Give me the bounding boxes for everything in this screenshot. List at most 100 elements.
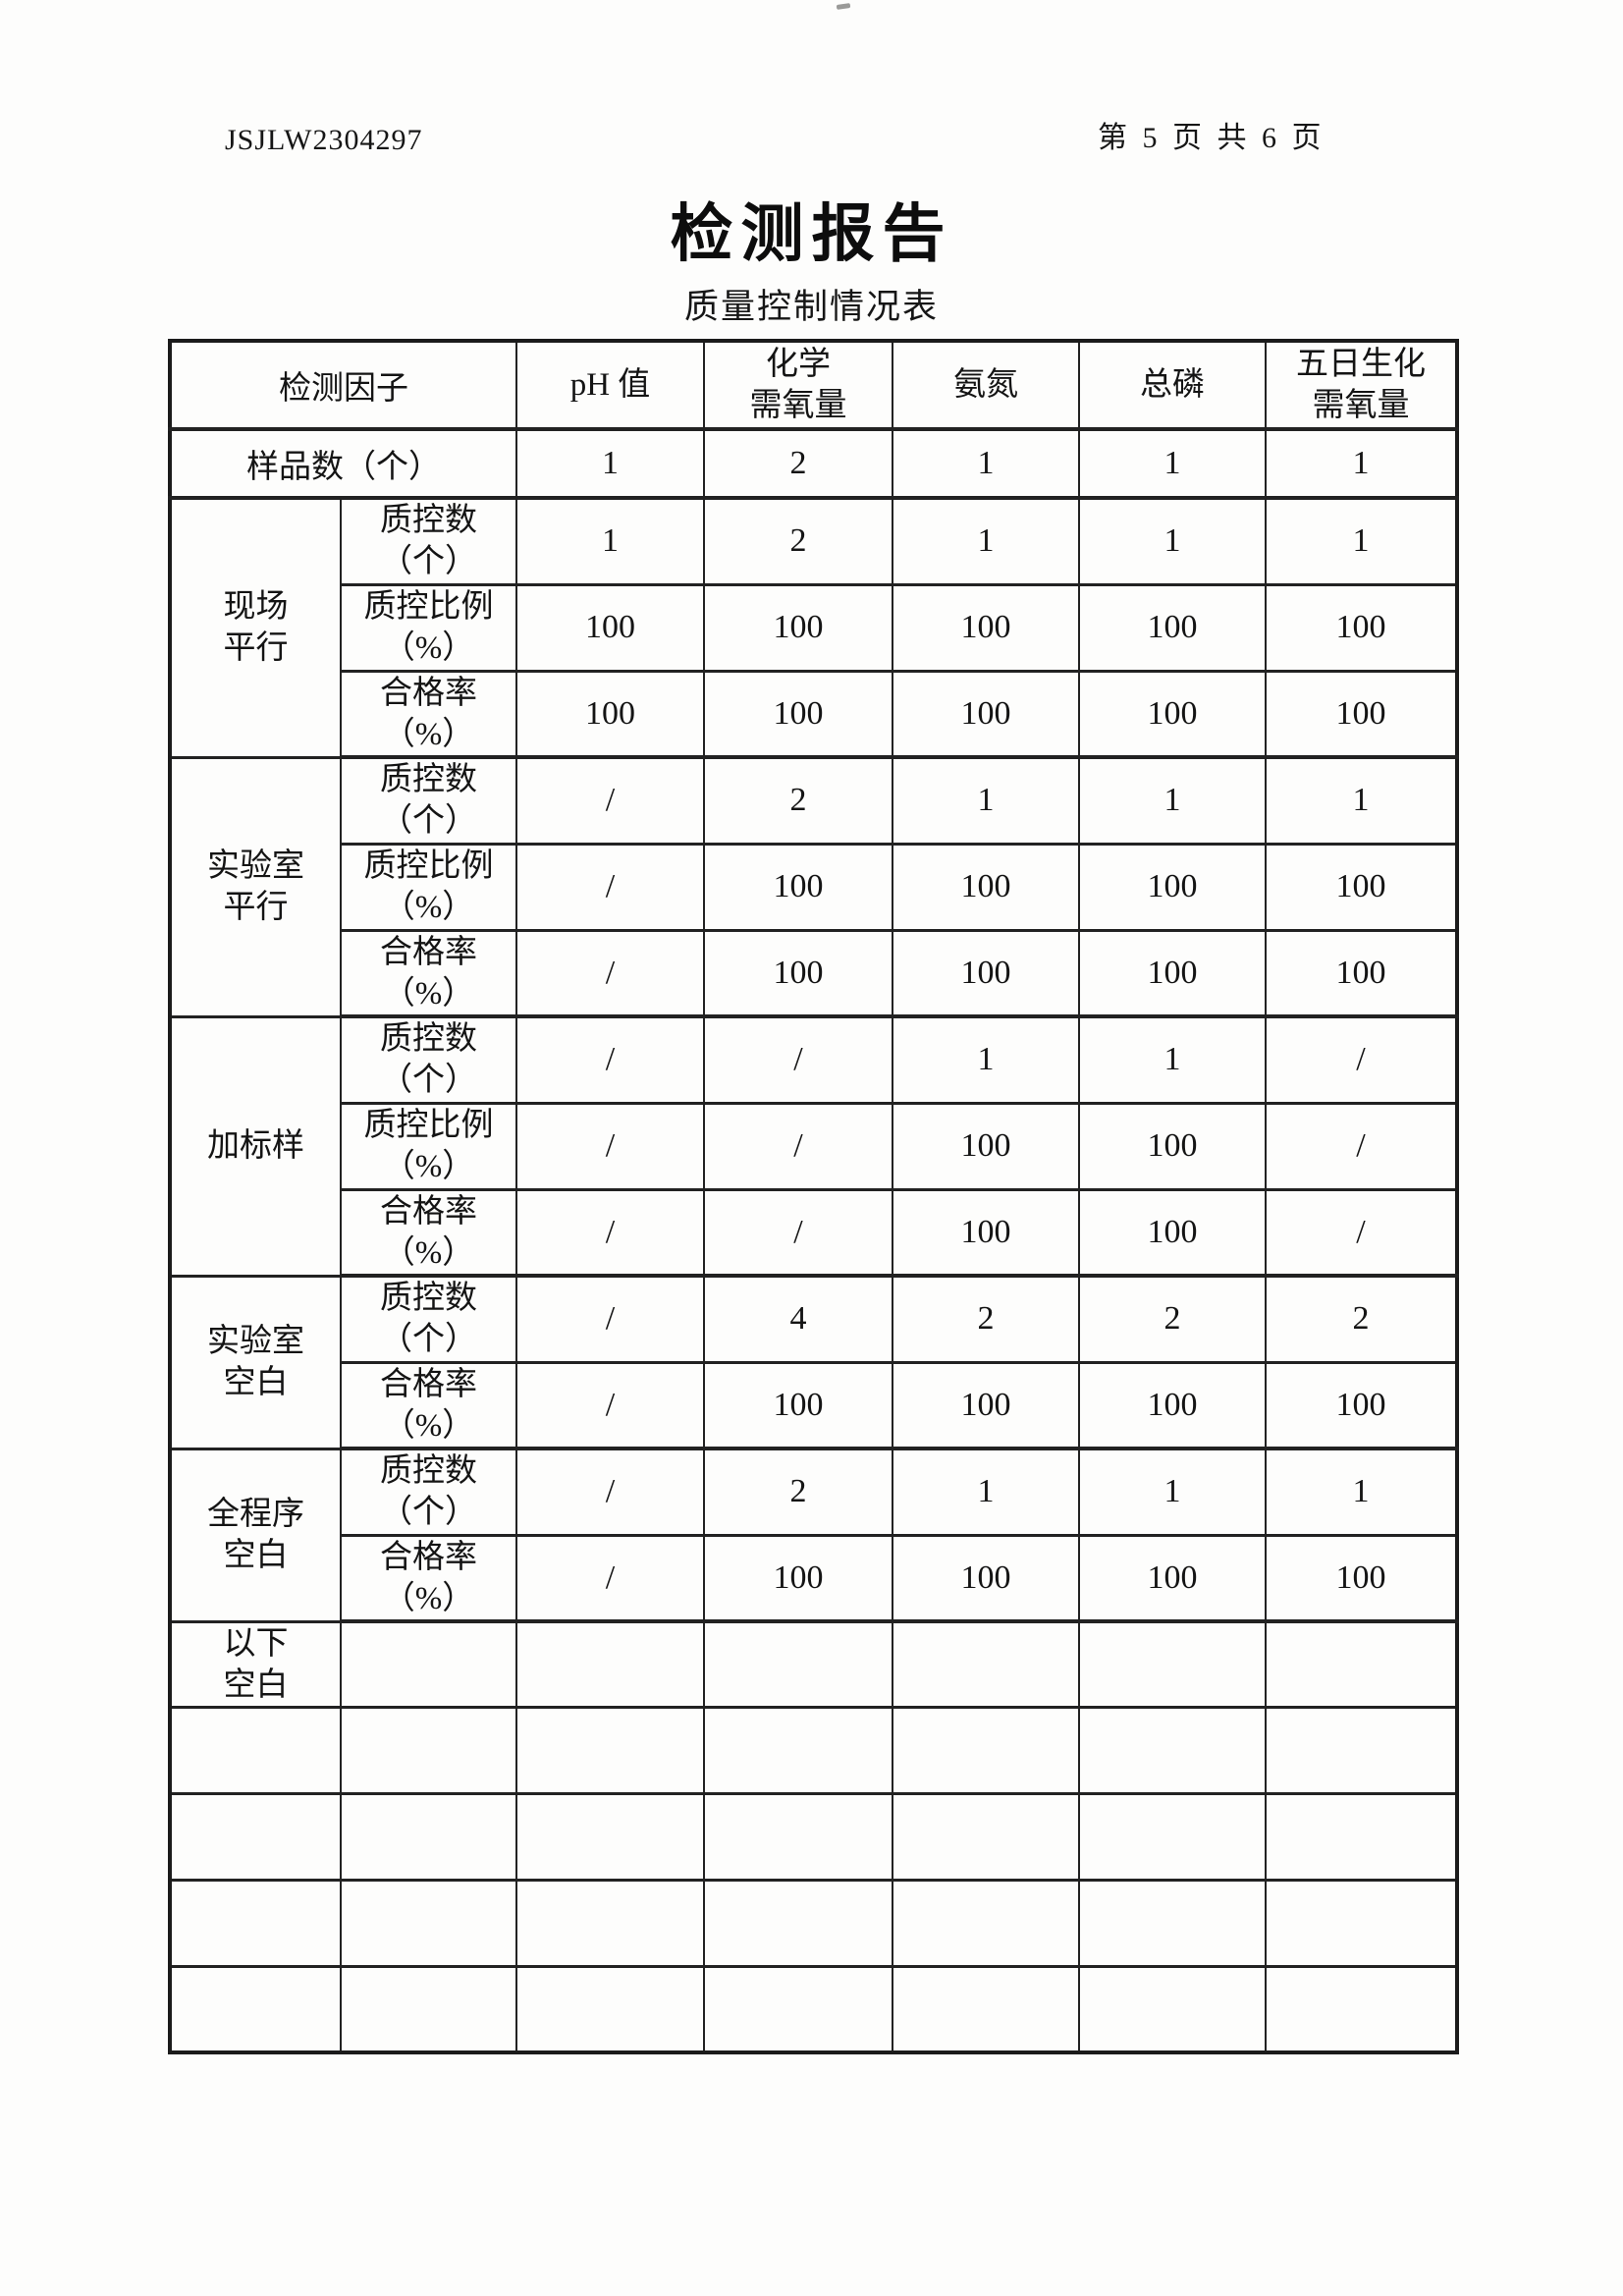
empty-cell: [1265, 1878, 1458, 1968]
data-cell: 100: [1078, 1360, 1267, 1450]
data-cell: 100: [703, 582, 893, 673]
table-row: 实验室 平行 质控数 （个） / 2 1 1 1: [169, 755, 1458, 1018]
group-label-line: 现场: [223, 589, 289, 626]
data-cell: /: [703, 1101, 893, 1191]
col-header-bod5-line1: 五日生化: [1296, 346, 1426, 382]
data-cell: /: [703, 1187, 893, 1278]
data-cell: 2: [703, 755, 893, 846]
data-cell: 1: [515, 496, 705, 586]
group-label-lab-blank: 实验室 空白: [169, 1274, 342, 1450]
empty-cell: [892, 1878, 1080, 1968]
empty-cell: [1265, 1791, 1458, 1882]
data-cell: /: [515, 1447, 705, 1537]
data-cell: 100: [1265, 669, 1458, 759]
table-row: 合格率 （%） / 100 100 100 100: [170, 928, 1458, 1018]
data-cell: 1: [892, 1014, 1080, 1105]
data-cell: 100: [1265, 1360, 1458, 1450]
empty-row: [169, 1791, 1458, 1882]
empty-cell: [892, 1705, 1080, 1795]
row-label: 质控数 （个）: [340, 496, 517, 586]
data-cell: 1: [1078, 427, 1267, 500]
page-indicator: 第 5 页 共 6 页: [1098, 122, 1325, 154]
row-label: 质控比例 （%）: [340, 1101, 517, 1191]
table-row: 合格率 （%） / 100 100 100 100: [170, 1360, 1458, 1450]
data-cell: 1: [1078, 755, 1267, 846]
row-label-line: （%）: [382, 716, 475, 752]
row-label-line: 质控数: [380, 1281, 477, 1317]
empty-cell: [892, 1964, 1080, 2054]
col-header-cod: 化学 需氧量: [703, 339, 893, 431]
report-number: JSJLW2304297: [225, 124, 423, 156]
row-label-line: （%）: [382, 1580, 475, 1616]
row-label-line: （个）: [380, 1322, 477, 1358]
empty-cell: [1265, 1964, 1458, 2054]
data-cell: /: [515, 755, 705, 846]
data-cell: 100: [892, 582, 1080, 673]
below-blank-line: 以下: [223, 1625, 289, 1662]
data-cell: 4: [703, 1274, 893, 1364]
table-row: 合格率 （%） 100 100 100 100 100: [170, 669, 1458, 759]
row-label-line: （%）: [382, 630, 475, 666]
empty-row: [169, 1964, 1458, 2054]
data-cell: /: [515, 1274, 705, 1364]
row-label-line: 合格率: [380, 934, 477, 970]
col-header-tp: 总磷: [1078, 339, 1267, 431]
empty-cell: [340, 1619, 517, 1709]
col-header-cod-line1: 化学: [766, 346, 831, 382]
data-cell: 100: [703, 1360, 893, 1450]
empty-cell: [1078, 1791, 1267, 1882]
data-cell: 100: [892, 1533, 1080, 1623]
group-label-line: 实验室: [207, 847, 304, 884]
data-cell: /: [515, 1014, 705, 1105]
empty-cell: [169, 1964, 342, 2054]
col-header-ph: pH 值: [515, 339, 705, 431]
empty-cell: [1078, 1878, 1267, 1968]
data-cell: 1: [892, 755, 1080, 846]
data-cell: 100: [1265, 1533, 1458, 1623]
group-label-field-parallel: 现场 平行: [169, 496, 342, 759]
empty-cell: [340, 1878, 517, 1968]
table-row: 合格率 （%） / 100 100 100 100: [170, 1533, 1458, 1623]
data-cell: 100: [892, 669, 1080, 759]
data-cell: 1: [892, 496, 1080, 586]
empty-cell: [1078, 1964, 1267, 2054]
data-cell: 100: [703, 669, 893, 759]
data-cell: 1: [1265, 496, 1458, 586]
row-label-line: 质控比例: [363, 588, 494, 625]
group-label-line: 实验室: [207, 1323, 304, 1359]
data-cell: /: [515, 842, 705, 932]
data-cell: /: [515, 928, 705, 1018]
row-label-line: 合格率: [380, 675, 477, 711]
empty-cell: [515, 1878, 705, 1968]
table-row: 现场 平行 质控数 （个） 1 2 1 1 1: [169, 496, 1458, 759]
empty-cell: [703, 1964, 893, 2054]
row-label-line: 质控比例: [363, 1107, 494, 1143]
empty-cell: [703, 1619, 893, 1709]
row-label-line: 质控数: [380, 1453, 477, 1490]
group-label-line: 空白: [223, 1365, 289, 1400]
table-row: 全程序 空白 质控数 （个） / 2 1 1 1: [169, 1447, 1458, 1623]
data-cell: 1: [892, 1447, 1080, 1537]
data-cell: 100: [1265, 928, 1458, 1018]
data-cell: 100: [892, 1187, 1080, 1278]
qc-table: 检测因子 pH 值 化学 需氧量 氨氮 总磷 五日生化 需氧量: [168, 339, 1459, 2055]
data-cell: 1: [515, 427, 705, 500]
col-header-cod-line2: 需氧量: [749, 388, 847, 423]
data-cell: 2: [703, 427, 893, 500]
data-cell: 100: [1078, 669, 1267, 759]
col-header-factor: 检测因子: [169, 339, 517, 431]
data-cell: 100: [1078, 1101, 1267, 1191]
data-cell: 100: [1265, 842, 1458, 932]
data-cell: 100: [892, 1101, 1080, 1191]
row-label-line: （%）: [382, 975, 475, 1011]
sample-count-row: 样品数（个） 1 2 1 1 1: [169, 427, 1458, 500]
data-cell: 100: [515, 582, 705, 673]
data-cell: /: [515, 1360, 705, 1450]
table-row: 质控比例 （%） 100 100 100 100 100: [170, 582, 1458, 673]
row-label: 质控比例 （%）: [340, 842, 517, 932]
group-label-full-procedure-blank: 全程序 空白: [169, 1447, 342, 1623]
row-label-line: （个）: [380, 1063, 477, 1099]
row-label-line: （%）: [382, 1234, 475, 1271]
empty-cell: [892, 1619, 1080, 1709]
